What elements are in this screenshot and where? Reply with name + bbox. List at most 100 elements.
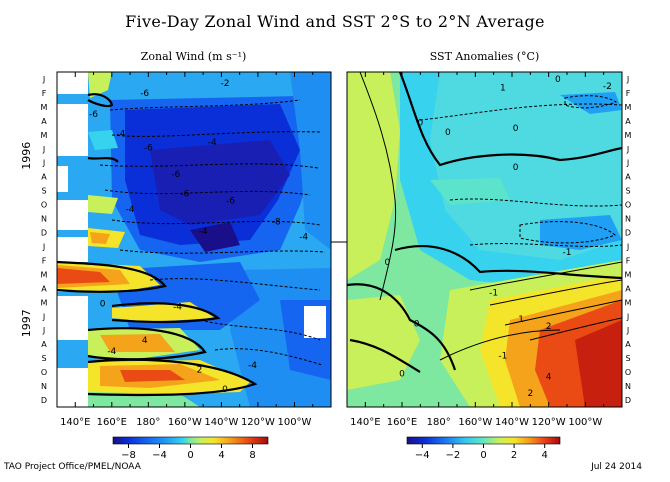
month-label: F <box>42 256 47 265</box>
contour-label: -4 <box>208 138 217 148</box>
month-label: J <box>626 242 629 251</box>
month-label: N <box>625 215 631 224</box>
month-label: O <box>625 201 631 210</box>
contour-label: 0 <box>100 300 106 310</box>
contour-label: -8 <box>272 217 281 227</box>
month-label: A <box>41 173 47 182</box>
contour-label: -6 <box>89 110 98 120</box>
contour-label: 0 <box>513 124 519 134</box>
month-label: A <box>41 340 47 349</box>
contour-label: -1 <box>489 289 498 299</box>
footer-date: Jul 24 2014 <box>591 462 642 472</box>
colorbar-tick-label: 8 <box>249 450 255 461</box>
longitude-tick-label: 160°E <box>387 417 417 428</box>
contour-label: 0 <box>555 75 561 85</box>
contour-label: 0 <box>399 370 405 380</box>
longitude-tick-label: 100°W <box>568 417 602 428</box>
sst-solid-contours <box>359 72 622 361</box>
month-label: M <box>625 298 632 307</box>
wind-field <box>57 72 331 407</box>
longitude-tick-label: 140°W <box>204 417 238 428</box>
contour-label: 0 <box>445 128 451 138</box>
contour-label: -1 <box>563 248 572 258</box>
sst-panel: 1 0 -2 0 0 0 0 -1 0 -1 0 1 2 -1 0 4 2 <box>346 71 623 408</box>
sst-zero-contours <box>347 72 622 373</box>
month-label: M <box>41 298 48 307</box>
longitude-tick-label: 160°W <box>458 417 492 428</box>
footer-credit: TAO Project Office/PMEL/NOAA <box>4 462 141 472</box>
month-label: A <box>625 117 631 126</box>
month-label: M <box>625 103 632 112</box>
month-label: A <box>625 284 631 293</box>
month-label: F <box>42 89 47 98</box>
wind-panel-frame <box>56 71 332 408</box>
chart-title: Five-Day Zonal Wind and SST 2°S to 2°N A… <box>125 12 545 31</box>
month-label: D <box>41 229 47 238</box>
contour-label: 1 <box>518 315 524 325</box>
colorbar-tick-label: −4 <box>415 450 430 461</box>
month-label: A <box>41 284 47 293</box>
month-label: F <box>626 89 631 98</box>
sst-field <box>347 72 622 407</box>
contour-label: 2 <box>197 365 203 375</box>
month-label: J <box>42 159 45 168</box>
contour-label: 0 <box>417 118 423 128</box>
month-label: A <box>625 173 631 182</box>
month-label: S <box>41 354 46 363</box>
contour-label: -4 <box>299 233 308 243</box>
contour-label: -6 <box>180 189 189 199</box>
month-label: J <box>626 326 629 335</box>
month-label: J <box>626 75 629 84</box>
contour-label: -4 <box>248 361 257 371</box>
month-label: J <box>626 159 629 168</box>
month-label: A <box>625 340 631 349</box>
contour-label: -4 <box>107 347 116 357</box>
colorbar-tick-label: 4 <box>218 450 224 461</box>
month-label: J <box>42 242 45 251</box>
month-label: N <box>625 382 631 391</box>
wind-zero-contours <box>57 93 258 397</box>
month-label: D <box>41 396 47 405</box>
longitude-tick-label: 140°W <box>495 417 529 428</box>
month-label: J <box>626 145 629 154</box>
longitude-tick-label: 140°E <box>350 417 380 428</box>
contour-label: -6 <box>144 143 153 153</box>
longitude-tick-label: 160°W <box>168 417 202 428</box>
colorbar-tick-label: 2 <box>511 450 517 461</box>
colorbar-tick-label: 0 <box>187 450 193 461</box>
sst-contour-labels: 1 0 -2 0 0 0 0 -1 0 -1 0 1 2 -1 0 4 2 <box>384 75 611 399</box>
contour-label: -2 <box>603 82 612 92</box>
sst-panel-frame <box>346 71 623 408</box>
month-label: D <box>625 396 631 405</box>
sst-longitude-labels: 140°E 160°E 180° 160°W 140°W 120°W 100°W <box>350 417 602 428</box>
colorbar-tick-label: 4 <box>542 450 548 461</box>
month-label: J <box>626 312 629 321</box>
month-label: M <box>41 103 48 112</box>
contour-label: 0 <box>384 258 390 268</box>
contour-label: -4 <box>199 227 208 237</box>
wind-axis-ticks <box>74 72 314 407</box>
contour-label: 1 <box>500 83 506 93</box>
contour-label: 4 <box>142 336 148 346</box>
month-label: S <box>41 187 46 196</box>
wind-panel: -6-2-6-4-6-6-4-6-4-6-4-8-40 -44-420-4 <box>56 71 332 408</box>
longitude-tick-label: 140°E <box>60 417 90 428</box>
contour-label: -1 <box>498 351 507 361</box>
contour-label: 0 <box>414 319 420 329</box>
wind-dashed-contours <box>99 99 326 366</box>
month-label: O <box>625 368 631 377</box>
colorbar-tick-label: −8 <box>121 450 136 461</box>
sst-dashed-contours <box>419 95 622 247</box>
contour-label: 4 <box>546 372 552 382</box>
month-label: O <box>41 368 47 377</box>
sst-axis-ticks <box>364 72 605 407</box>
longitude-tick-label: 120°W <box>241 417 275 428</box>
month-label: M <box>41 270 48 279</box>
wind-contour-labels: -6-2-6-4-6-6-4-6-4-6-4-8-40 -44-420-4 <box>89 79 308 395</box>
contour-label: 2 <box>546 322 552 332</box>
longitude-tick-label: 120°W <box>532 417 566 428</box>
month-label: S <box>625 354 630 363</box>
contour-label: -4 <box>116 129 125 139</box>
month-label: F <box>626 256 631 265</box>
